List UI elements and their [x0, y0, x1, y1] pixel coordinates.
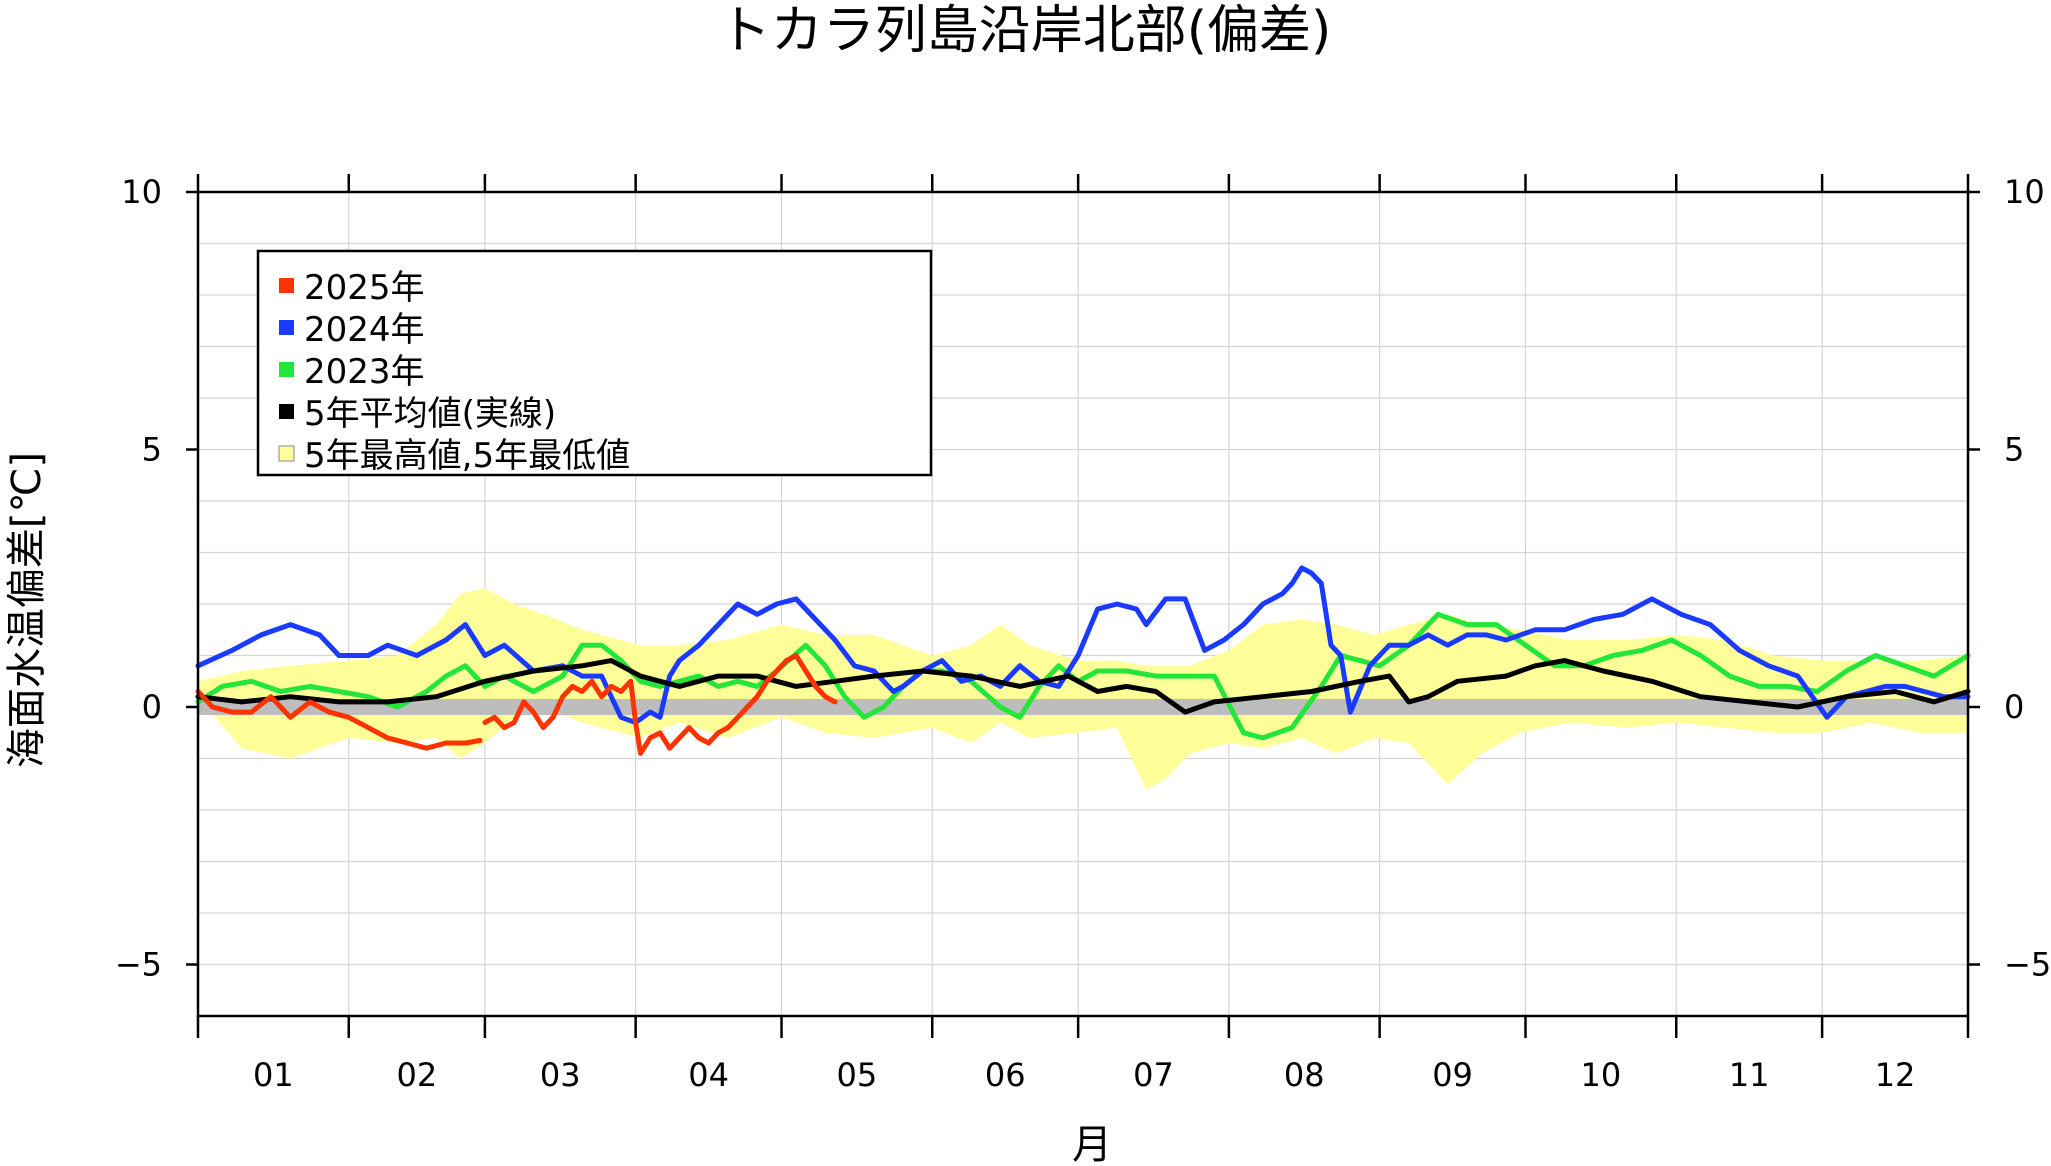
series-line-0-1 [482, 653, 838, 756]
legend-label: 2024年 [304, 310, 425, 350]
y-axis-label: 海面水温偏差[℃] [4, 452, 50, 768]
legend-label: 5年平均値(実線) [304, 394, 556, 434]
chart-title: トカラ列島沿岸北部(偏差) [719, 1, 1332, 61]
plot-border [196, 190, 1970, 1018]
band-layer [198, 588, 1968, 790]
legend-swatch [278, 445, 295, 462]
legend-swatch [279, 404, 294, 419]
legend-label: 5年最高値,5年最低値 [304, 436, 630, 476]
legend-swatch [279, 362, 294, 377]
x-tick-label: 02 [396, 1056, 437, 1094]
legend-swatch [279, 278, 294, 293]
legend-swatch [279, 320, 294, 335]
x-tick-label: 06 [985, 1056, 1026, 1094]
series-line-0-0 [195, 689, 483, 751]
x-tick-label: 03 [540, 1056, 581, 1094]
y-tick-label-right: 0 [2004, 688, 2024, 726]
series-line-3-0 [195, 658, 1971, 715]
x-tick-label: 01 [253, 1056, 294, 1094]
y-tick-label-left: 10 [121, 173, 162, 211]
x-tick-label: 08 [1284, 1056, 1325, 1094]
x-tick-label: 10 [1581, 1056, 1622, 1094]
x-tick-label: 11 [1729, 1056, 1770, 1094]
y-tick-label-right: 5 [2004, 431, 2024, 469]
y-tick-labels: 10 10 5 5 0 0 −5 −5 [115, 173, 2051, 984]
y-tick-label-right: −5 [2004, 946, 2051, 984]
x-axis-label: 月 [1072, 1122, 1112, 1166]
series-layer [195, 565, 1971, 756]
max-min-band [198, 588, 1968, 790]
x-tick-label: 05 [837, 1056, 878, 1094]
legend-label: 2025年 [304, 268, 425, 308]
x-tick-label: 07 [1133, 1056, 1174, 1094]
y-tick-label-left: 5 [142, 431, 162, 469]
legend-box [256, 249, 933, 477]
x-tick-label: 04 [688, 1056, 729, 1094]
y-tick-label-left: −5 [115, 946, 162, 984]
legend-label: 2023年 [304, 352, 425, 392]
plot-frame [186, 174, 1980, 1038]
series-line-1-0 [195, 565, 1971, 725]
x-tick-label: 12 [1875, 1056, 1916, 1094]
x-tick-label: 09 [1432, 1056, 1473, 1094]
y-tick-label-right: 10 [2004, 173, 2045, 211]
x-tick-labels: 01 02 03 04 05 06 07 08 09 10 11 12 [253, 1056, 1915, 1094]
y-tick-label-left: 0 [142, 688, 162, 726]
